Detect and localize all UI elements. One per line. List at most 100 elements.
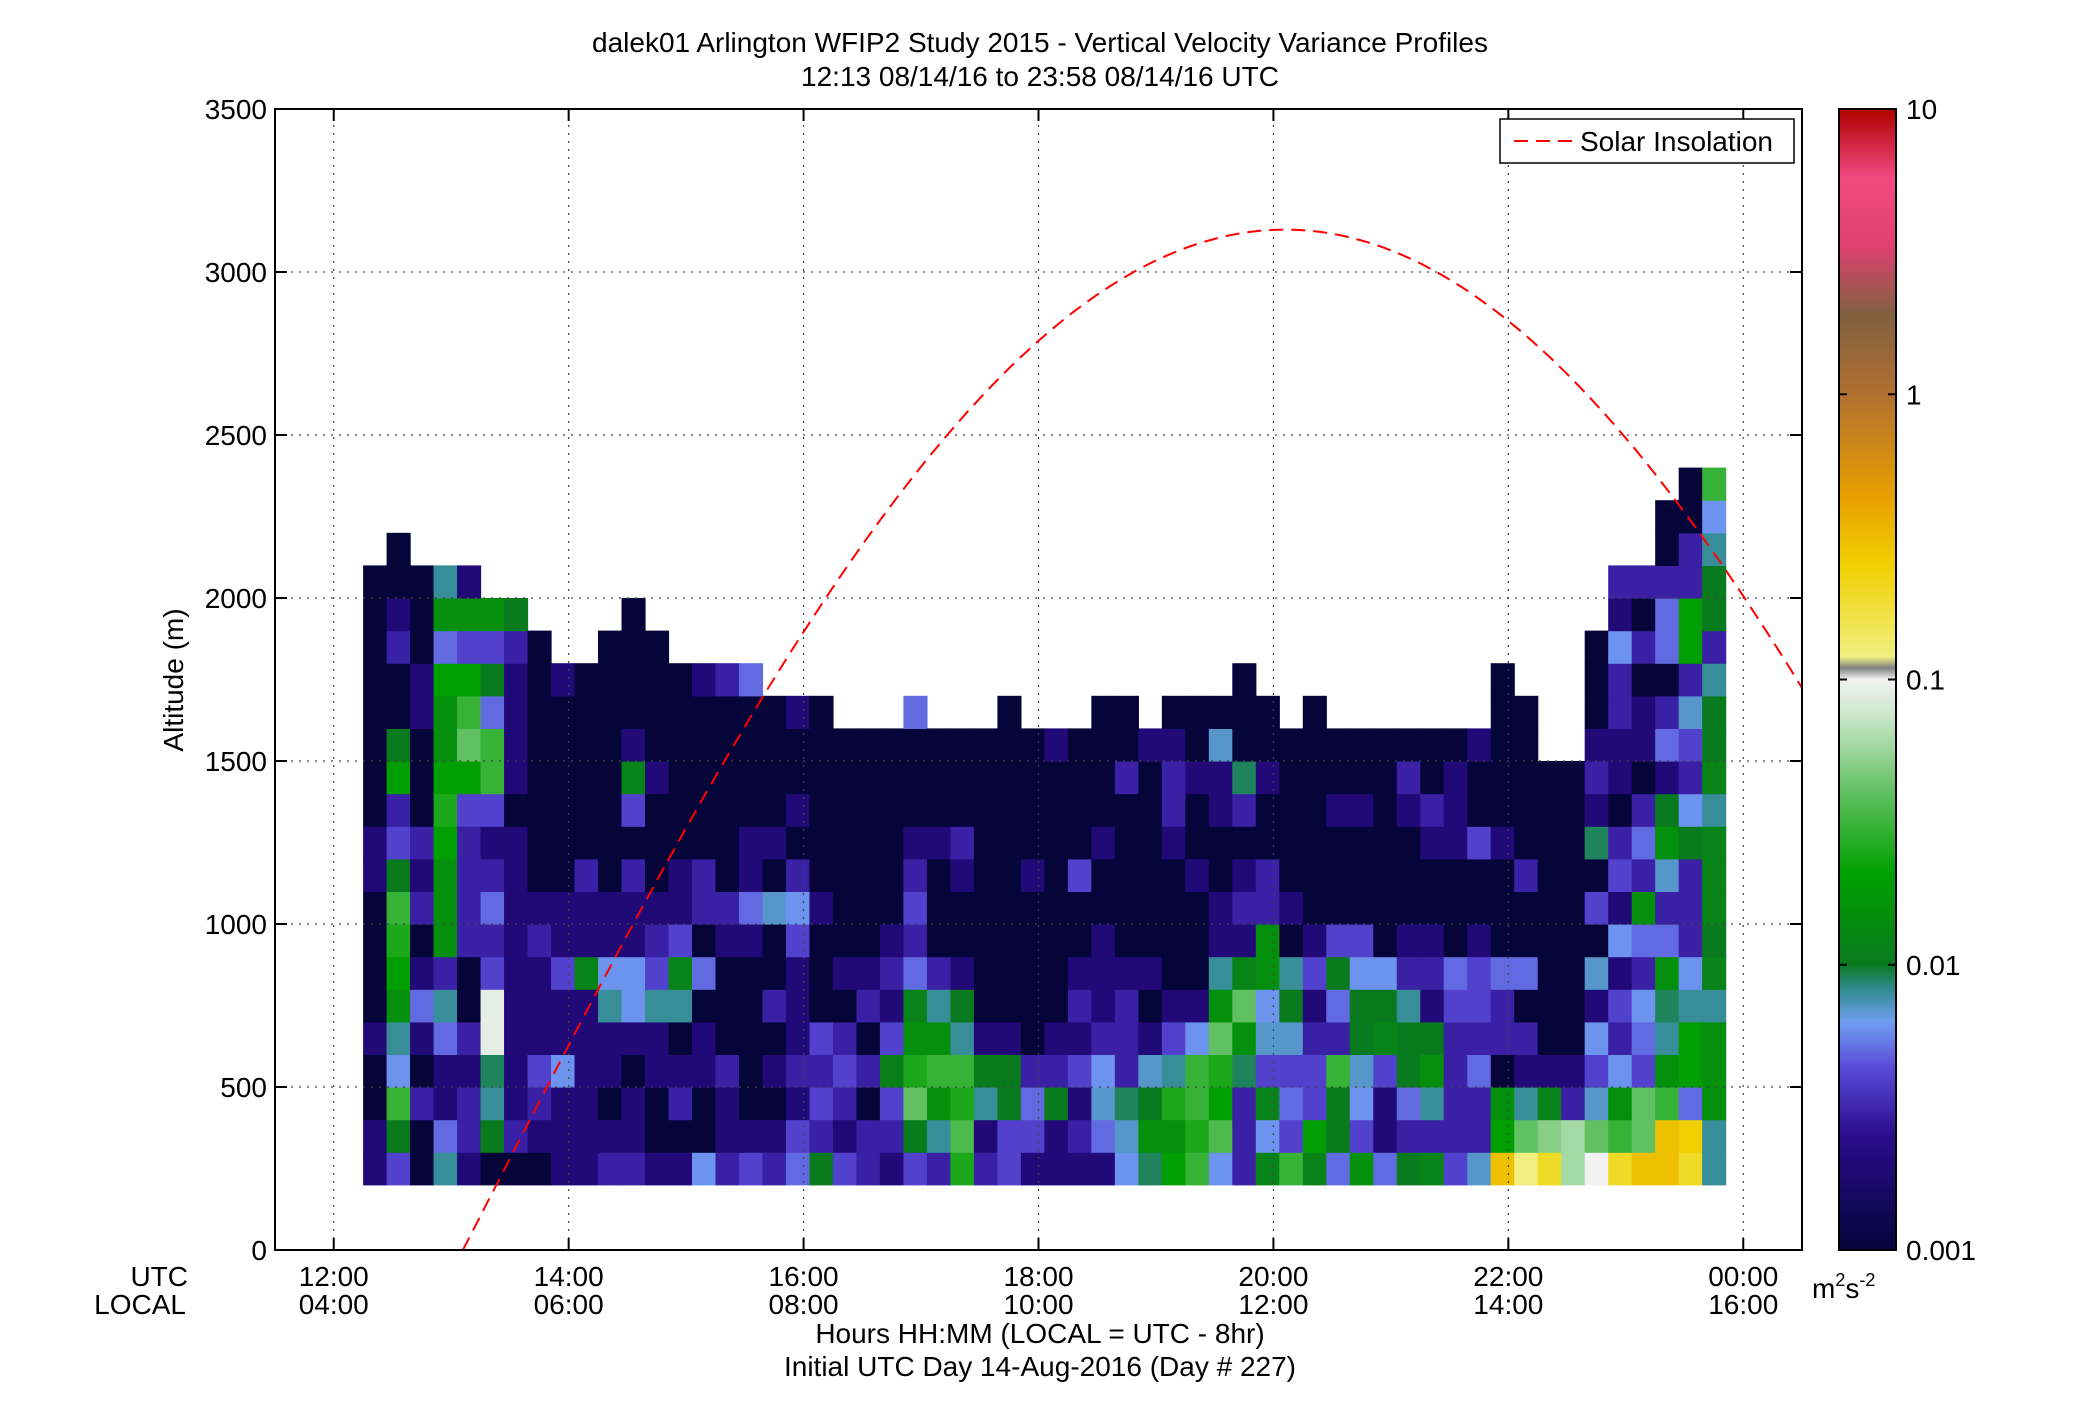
heatmap-cell <box>645 695 670 729</box>
heatmap-cell <box>527 630 552 664</box>
heatmap-cell <box>504 1054 529 1088</box>
heatmap-cell <box>1702 1152 1727 1186</box>
heatmap-cell <box>527 761 552 795</box>
heatmap-cell <box>1091 761 1116 795</box>
heatmap-cell <box>1161 761 1186 795</box>
heatmap-cell <box>1349 924 1374 958</box>
heatmap-cell <box>480 630 505 664</box>
heatmap-cell <box>1702 793 1727 827</box>
heatmap-cell <box>504 956 529 990</box>
y-tick-label: 2000 <box>205 583 267 614</box>
heatmap-cell <box>1114 1087 1139 1121</box>
heatmap-cell <box>1091 956 1116 990</box>
heatmap-cell <box>598 1087 623 1121</box>
heatmap-cell <box>1255 1054 1280 1088</box>
heatmap-cell <box>1373 1054 1398 1088</box>
heatmap-cell <box>1678 858 1703 892</box>
heatmap-cell <box>1561 1021 1586 1055</box>
heatmap-cell <box>879 956 905 990</box>
heatmap-cell <box>1537 761 1562 795</box>
heatmap-cell <box>621 956 646 990</box>
heatmap-cell <box>1138 1087 1163 1121</box>
heatmap-cell <box>1443 1087 1468 1121</box>
heatmap-cell <box>363 663 388 697</box>
heatmap-cell <box>809 891 834 925</box>
heatmap-cell <box>1326 1087 1351 1121</box>
heatmap-cell <box>809 793 834 827</box>
heatmap-cell <box>386 598 411 632</box>
heatmap-cell <box>1655 728 1680 762</box>
heatmap-cell <box>1138 761 1163 795</box>
heatmap-cell <box>1490 891 1515 925</box>
heatmap-cell <box>1514 1152 1539 1186</box>
heatmap-cell <box>715 956 740 990</box>
heatmap-cell <box>363 598 388 632</box>
heatmap-cell <box>1490 728 1515 762</box>
heatmap-cell <box>785 761 811 795</box>
heatmap-cell <box>1020 1119 1045 1153</box>
heatmap-cell <box>527 989 552 1023</box>
heatmap-cell <box>527 891 552 925</box>
heatmap-cell <box>1396 891 1421 925</box>
heatmap-cell <box>809 1087 834 1121</box>
heatmap-cell <box>1561 924 1586 958</box>
heatmap-cell <box>973 1054 998 1088</box>
heatmap-cell <box>1185 924 1210 958</box>
heatmap-cell <box>926 1087 951 1121</box>
x-row-label-utc: UTC <box>130 1261 188 1292</box>
heatmap-cell <box>1020 728 1045 762</box>
heatmap-cell <box>809 826 834 860</box>
heatmap-cell <box>551 989 576 1023</box>
heatmap-cell <box>1114 793 1139 827</box>
heatmap-cell <box>856 728 881 762</box>
heatmap-cell <box>1537 924 1562 958</box>
heatmap-cell <box>1091 1119 1116 1153</box>
heatmap-cell <box>1255 793 1280 827</box>
heatmap-cell <box>480 663 505 697</box>
heatmap-cell <box>1185 956 1210 990</box>
heatmap-cell <box>1161 858 1186 892</box>
heatmap-cell <box>856 891 881 925</box>
heatmap-cell <box>433 989 458 1023</box>
heatmap-cell <box>1067 1054 1092 1088</box>
heatmap-cell <box>1373 1152 1398 1186</box>
heatmap-cell <box>950 1054 975 1088</box>
heatmap-cell <box>386 1152 411 1186</box>
heatmap-cell <box>1702 598 1727 632</box>
heatmap-cell <box>950 1087 975 1121</box>
x-axis-label-line1: Hours HH:MM (LOCAL = UTC - 8hr) <box>815 1318 1264 1349</box>
heatmap-cell <box>1044 1152 1069 1186</box>
heatmap-cell <box>1631 663 1656 697</box>
heatmap-cell <box>973 1152 998 1186</box>
heatmap-cell <box>1208 1054 1233 1088</box>
heatmap-cell <box>973 1087 998 1121</box>
heatmap-cell <box>574 891 599 925</box>
heatmap-cell <box>1067 826 1092 860</box>
heatmap-cell <box>1655 793 1680 827</box>
x-tick-label-local: 16:00 <box>1708 1289 1778 1320</box>
heatmap-cell <box>879 924 905 958</box>
x-tick-label-local: 08:00 <box>769 1289 839 1320</box>
heatmap-cell <box>621 630 646 664</box>
heatmap-cell <box>1514 1119 1539 1153</box>
heatmap-cell <box>1514 956 1539 990</box>
heatmap-cell <box>1702 924 1727 958</box>
heatmap-cell <box>1373 956 1398 990</box>
heatmap-cell <box>691 1021 717 1055</box>
heatmap-cell <box>1584 924 1609 958</box>
heatmap-cell <box>1255 924 1280 958</box>
heatmap-cell <box>1631 1054 1656 1088</box>
heatmap-cell <box>410 1152 435 1186</box>
heatmap-cell <box>1067 1119 1092 1153</box>
heatmap-cell <box>1302 1152 1327 1186</box>
heatmap-cell <box>1373 793 1398 827</box>
heatmap-cell <box>785 695 811 729</box>
heatmap-cell <box>1349 858 1374 892</box>
heatmap-cell <box>1373 989 1398 1023</box>
heatmap-cell <box>691 728 717 762</box>
heatmap-cell <box>1537 793 1562 827</box>
heatmap-cell <box>457 989 482 1023</box>
heatmap-cell <box>1702 858 1727 892</box>
heatmap-cell <box>598 793 623 827</box>
